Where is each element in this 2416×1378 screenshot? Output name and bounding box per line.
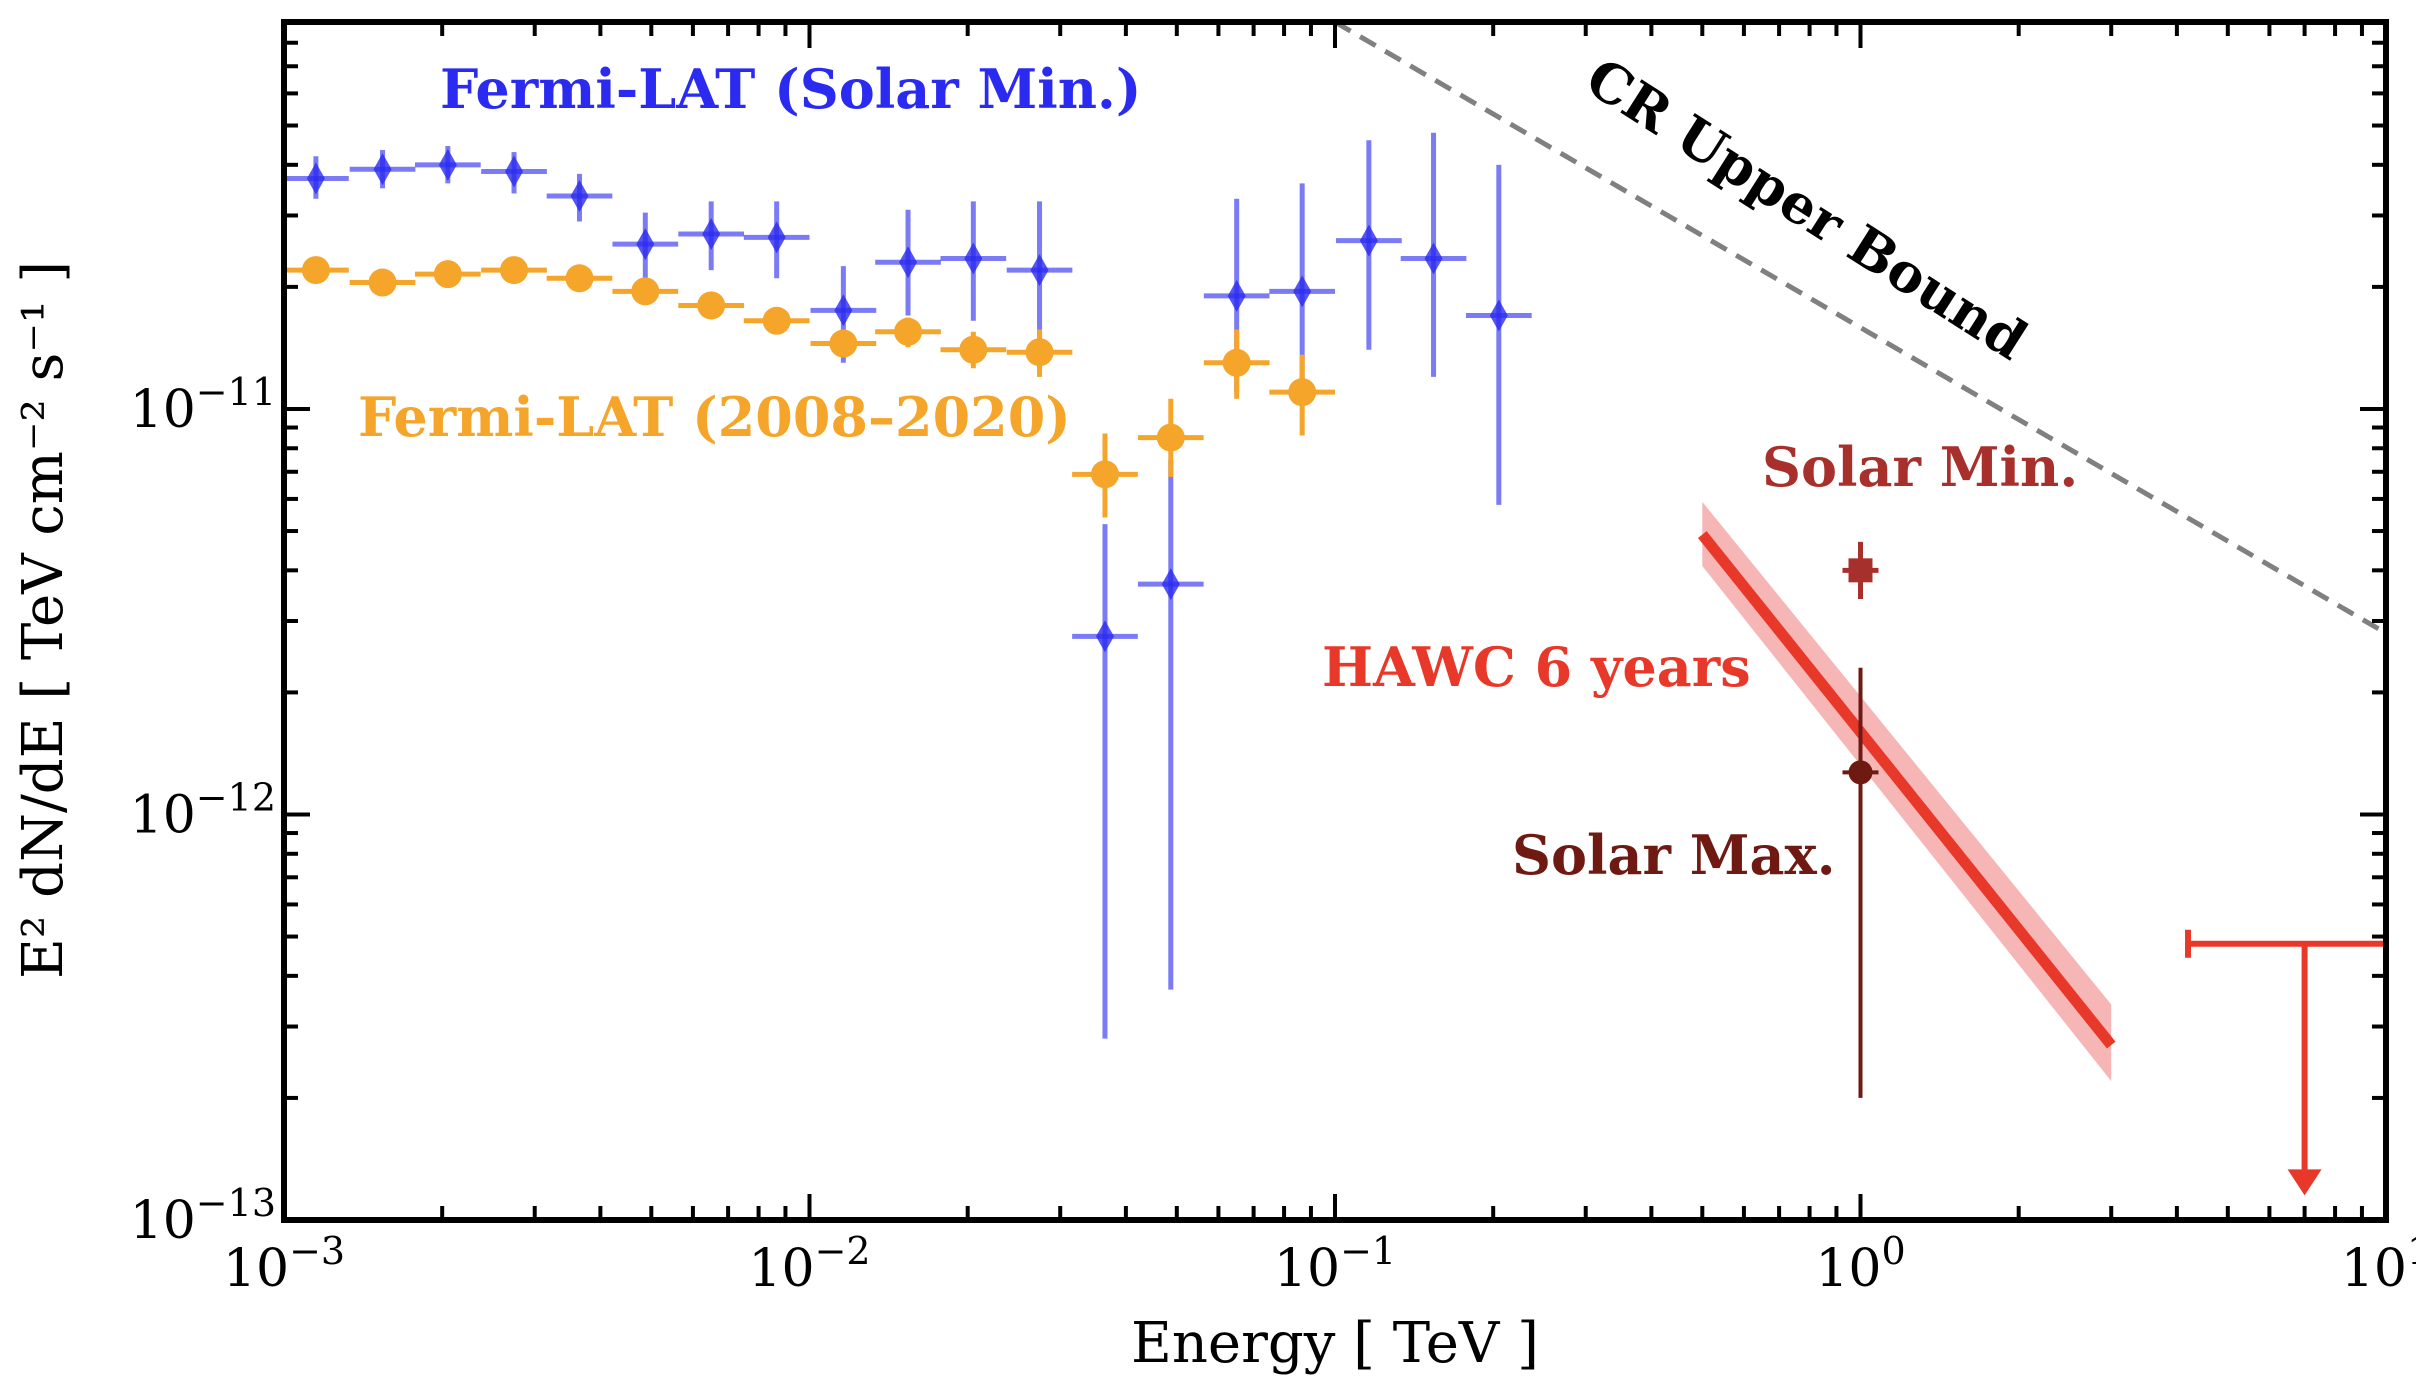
solar-min-label: Solar Min. (1762, 435, 2078, 499)
fermi_min-point (767, 221, 786, 254)
fermi_min-point (834, 294, 853, 327)
ticks-layer (282, 20, 2386, 1222)
solar_max-point (1848, 760, 1873, 785)
fermi_all-point (959, 335, 988, 364)
fermi_min-point (636, 228, 655, 261)
fermi_all-point (500, 256, 529, 285)
fermi_all-point (762, 306, 791, 335)
fermi_all-point (301, 256, 330, 285)
x-tick-label: 10−1 (1274, 1229, 1396, 1299)
fermi_min-point (1489, 299, 1508, 332)
y-tick-label: 10−13 (130, 1181, 276, 1251)
upper-limit-arrow-head (2287, 1169, 2322, 1196)
fermi_all-point (368, 268, 397, 297)
fermi_min-point (373, 153, 392, 186)
fermi_all-point (1090, 460, 1119, 489)
cr-upper-bound-line (1333, 19, 2388, 636)
fermi_min-point (1030, 254, 1049, 287)
plot-frame (281, 19, 2389, 1223)
hawc-fit-line (1698, 531, 2116, 1049)
x-tick-label: 10−3 (223, 1229, 345, 1299)
solar_min-point (1848, 558, 1873, 583)
fermi_min-point (964, 242, 983, 275)
fermi_all-point (697, 291, 726, 320)
fermi_all-point (1288, 378, 1317, 407)
solar-max-label: Solar Max. (1512, 823, 1836, 887)
fermi_min-point (1095, 620, 1114, 653)
fermi_min-point (306, 162, 325, 195)
fermi_min-point (1161, 568, 1180, 601)
x-axis-title: Energy [ TeV ] (1131, 1311, 1539, 1376)
fermi_min-point (1293, 275, 1312, 308)
fermi_all-point (1156, 423, 1185, 452)
fermi_min-point (899, 246, 918, 279)
fermi_all-point (1222, 348, 1251, 377)
fermi_all-point (565, 264, 594, 293)
fermi_min-point (702, 218, 721, 251)
x-tick-label: 10−2 (748, 1229, 870, 1299)
fermi-all-label: Fermi-LAT (2008–2020) (358, 385, 1071, 449)
fermi-min-label: Fermi-LAT (Solar Min.) (440, 57, 1141, 121)
markers-layer (301, 148, 1873, 785)
fermi_all-point (894, 317, 923, 346)
fermi_min-point (505, 155, 524, 188)
fermi_min-point (570, 180, 589, 213)
y-tick-label: 10−11 (130, 370, 276, 440)
fermi_min-point (1424, 242, 1443, 275)
fermi_min-point (1359, 224, 1378, 257)
y-tick-label: 10−12 (130, 775, 276, 845)
fermi_all-point (631, 277, 660, 306)
fermi_all-point (1025, 338, 1054, 367)
lines-layer (1333, 19, 2389, 1196)
fermi_all-point (433, 260, 462, 289)
fermi_min-point (1227, 279, 1246, 312)
hawc-label: HAWC 6 years (1322, 635, 1751, 699)
fermi_all-point (829, 329, 858, 358)
fermi_min-point (438, 148, 457, 181)
tick-labels-layer: 10−3 10−2 10−1 100 101 10−13 10−12 10−11 (130, 370, 2416, 1299)
x-tick-label: 101 (2341, 1229, 2416, 1299)
cr-upper-bound-label: CR Upper Bound (1575, 45, 2039, 372)
y-axis-title: E² dN/dE [ TeV cm⁻² s⁻¹ ] (11, 261, 76, 979)
x-tick-label: 100 (1815, 1229, 1905, 1299)
